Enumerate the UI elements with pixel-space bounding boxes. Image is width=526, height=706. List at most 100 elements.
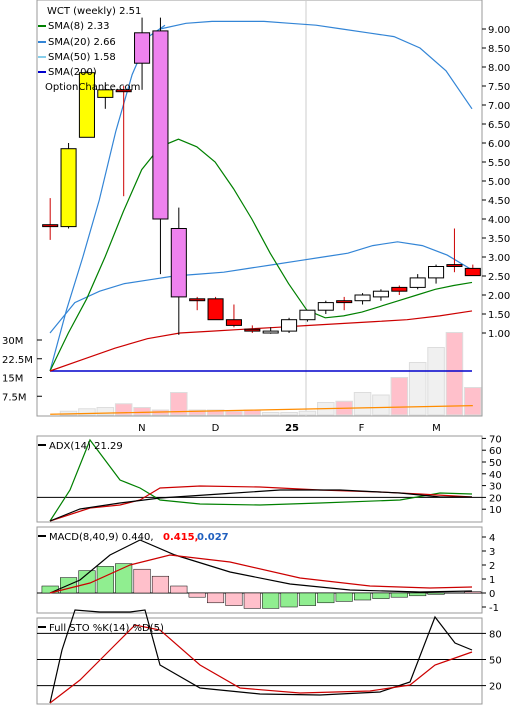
candle-body (152, 30, 169, 220)
macd-signal-line (49, 554, 473, 594)
price-tick-label: 9.00 (488, 25, 510, 36)
macd-tick-label: 3 (489, 547, 495, 558)
x-label: F (359, 423, 365, 434)
price-tick-label: 7.50 (488, 82, 510, 93)
price-tick-label: 3.50 (488, 234, 510, 245)
price-tick-label: 4.00 (488, 215, 510, 226)
volume-tick-label: 15M (2, 374, 23, 385)
macd-histogram-bar (317, 592, 335, 604)
candle-body (97, 89, 114, 98)
sma50-red-line (49, 310, 473, 372)
moving-averages (49, 20, 473, 372)
sto-k-line (49, 609, 473, 704)
macd-histogram-bar (390, 592, 408, 598)
price-tick-label: 1.00 (488, 329, 510, 340)
price-tick-label: 8.50 (488, 44, 510, 55)
volume-axis: 7.5M 15M 22.5M 30M (2, 336, 42, 403)
x-label: N (138, 423, 145, 434)
legend-sma8: SMA(8) 2.33 (48, 21, 109, 32)
volume-bar (114, 403, 133, 416)
candle-body (354, 294, 371, 302)
volume-bar (280, 412, 298, 416)
adx-panel-frame (36, 435, 483, 523)
candle-body (225, 319, 242, 326)
volume-average-line (50, 405, 473, 415)
price-panel-frame (36, 0, 483, 417)
x-label: M (432, 423, 441, 434)
macd-tick-label: 2 (489, 561, 495, 572)
volume-bar (96, 407, 115, 416)
macd-histogram-bar (372, 592, 390, 599)
candle-body (446, 264, 463, 268)
macd-histogram-bar (427, 592, 445, 595)
volume-tick-label: 30M (2, 336, 23, 347)
volume-bar (427, 347, 445, 416)
macd-tick-label: 4 (489, 533, 495, 544)
macd-histogram-bar (207, 592, 225, 604)
candle-body (336, 300, 353, 304)
volume-bar (170, 392, 188, 416)
macd-histogram-bar (151, 575, 169, 594)
sto-tick-label: 80 (489, 629, 502, 640)
sto-label: Full STO %K(14) %D(5) (49, 623, 164, 634)
volume-bar (353, 392, 372, 416)
sto-tick-label: 20 (489, 682, 502, 693)
price-tick-label: 2.50 (488, 272, 510, 283)
macd-histogram-bar (225, 592, 243, 606)
candle-body (262, 330, 279, 334)
price-tick-label: 1.50 (488, 310, 510, 321)
macd-histogram-bar (133, 568, 151, 594)
adx-tick-label: 60 (489, 446, 502, 457)
candle-body (372, 290, 389, 298)
sto-lines: 20 50 80 (37, 609, 502, 704)
macd-histogram-bar (409, 592, 427, 597)
candle-body (134, 32, 151, 64)
macd-histogram-bar (354, 592, 372, 601)
candle-body (189, 298, 206, 302)
adx-tick-label: 20 (489, 493, 502, 504)
macd-histogram-bar (78, 570, 96, 594)
volume-bar (78, 408, 96, 416)
candle-body (281, 319, 298, 332)
sma8-line (49, 138, 473, 372)
volume-bar (298, 410, 317, 416)
price-tick-label: 6.00 (488, 139, 510, 150)
candle-body (78, 72, 95, 138)
macd-value-red: 0.415, (163, 532, 198, 543)
volume-bar (464, 387, 482, 416)
adx-tick-label: 40 (489, 470, 502, 481)
price-tick-label: 5.00 (488, 177, 510, 188)
legend-sma200: SMA(200) (48, 67, 97, 78)
volume-bar (188, 409, 206, 416)
macd-histogram-bar (464, 591, 482, 594)
sto-tick-label: 50 (489, 656, 502, 667)
sto-d-line (49, 624, 473, 704)
macd-histogram-bar (335, 592, 353, 602)
x-label: D (212, 423, 220, 434)
volume-bar (445, 332, 464, 416)
adx-plus-line (49, 438, 473, 522)
adx-tick-label: 10 (489, 505, 502, 516)
volume-bars (50, 332, 482, 416)
macd-histogram-bar (188, 592, 206, 598)
price-tick-label: 6.50 (488, 120, 510, 131)
adx-tick-label: 70 (489, 434, 502, 445)
volume-tick-label: 22.5M (2, 355, 33, 366)
volume-bar (372, 394, 390, 416)
x-label: 25 (285, 423, 299, 434)
volume-tick-label: 7.5M (2, 392, 27, 403)
candle-body (428, 266, 445, 279)
candle-body (409, 277, 426, 288)
candle-body (207, 298, 224, 321)
macd-histogram: -1 0 1 2 3 4 (37, 533, 499, 614)
price-tick-label: 8.00 (488, 63, 510, 74)
volume-bar (133, 407, 151, 416)
candle-body (299, 309, 316, 321)
adx-line (49, 489, 472, 522)
sma20-line (49, 241, 473, 334)
sma50-line (159, 20, 473, 110)
macd-line (49, 539, 473, 594)
candles (42, 17, 481, 335)
macd-histogram-bar (280, 592, 298, 608)
